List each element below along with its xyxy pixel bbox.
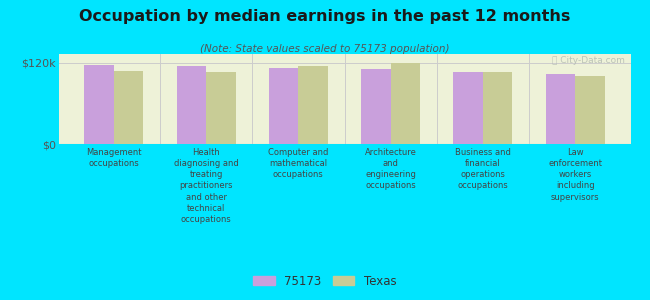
Bar [545, 74, 575, 144]
Bar [84, 65, 114, 144]
Bar [391, 63, 420, 144]
Bar [298, 66, 328, 144]
Legend: 75173, Texas: 75173, Texas [250, 271, 400, 291]
Bar [483, 72, 512, 144]
Bar [114, 71, 144, 144]
Text: Ⓣ City-Data.com: Ⓣ City-Data.com [552, 56, 625, 65]
Bar [269, 68, 298, 144]
Bar [361, 69, 391, 144]
Bar [453, 72, 483, 144]
Text: (Note: State values scaled to 75173 population): (Note: State values scaled to 75173 popu… [200, 44, 450, 53]
Bar [575, 76, 604, 144]
Bar [206, 72, 236, 144]
Bar [177, 66, 206, 144]
Text: Occupation by median earnings in the past 12 months: Occupation by median earnings in the pas… [79, 9, 571, 24]
